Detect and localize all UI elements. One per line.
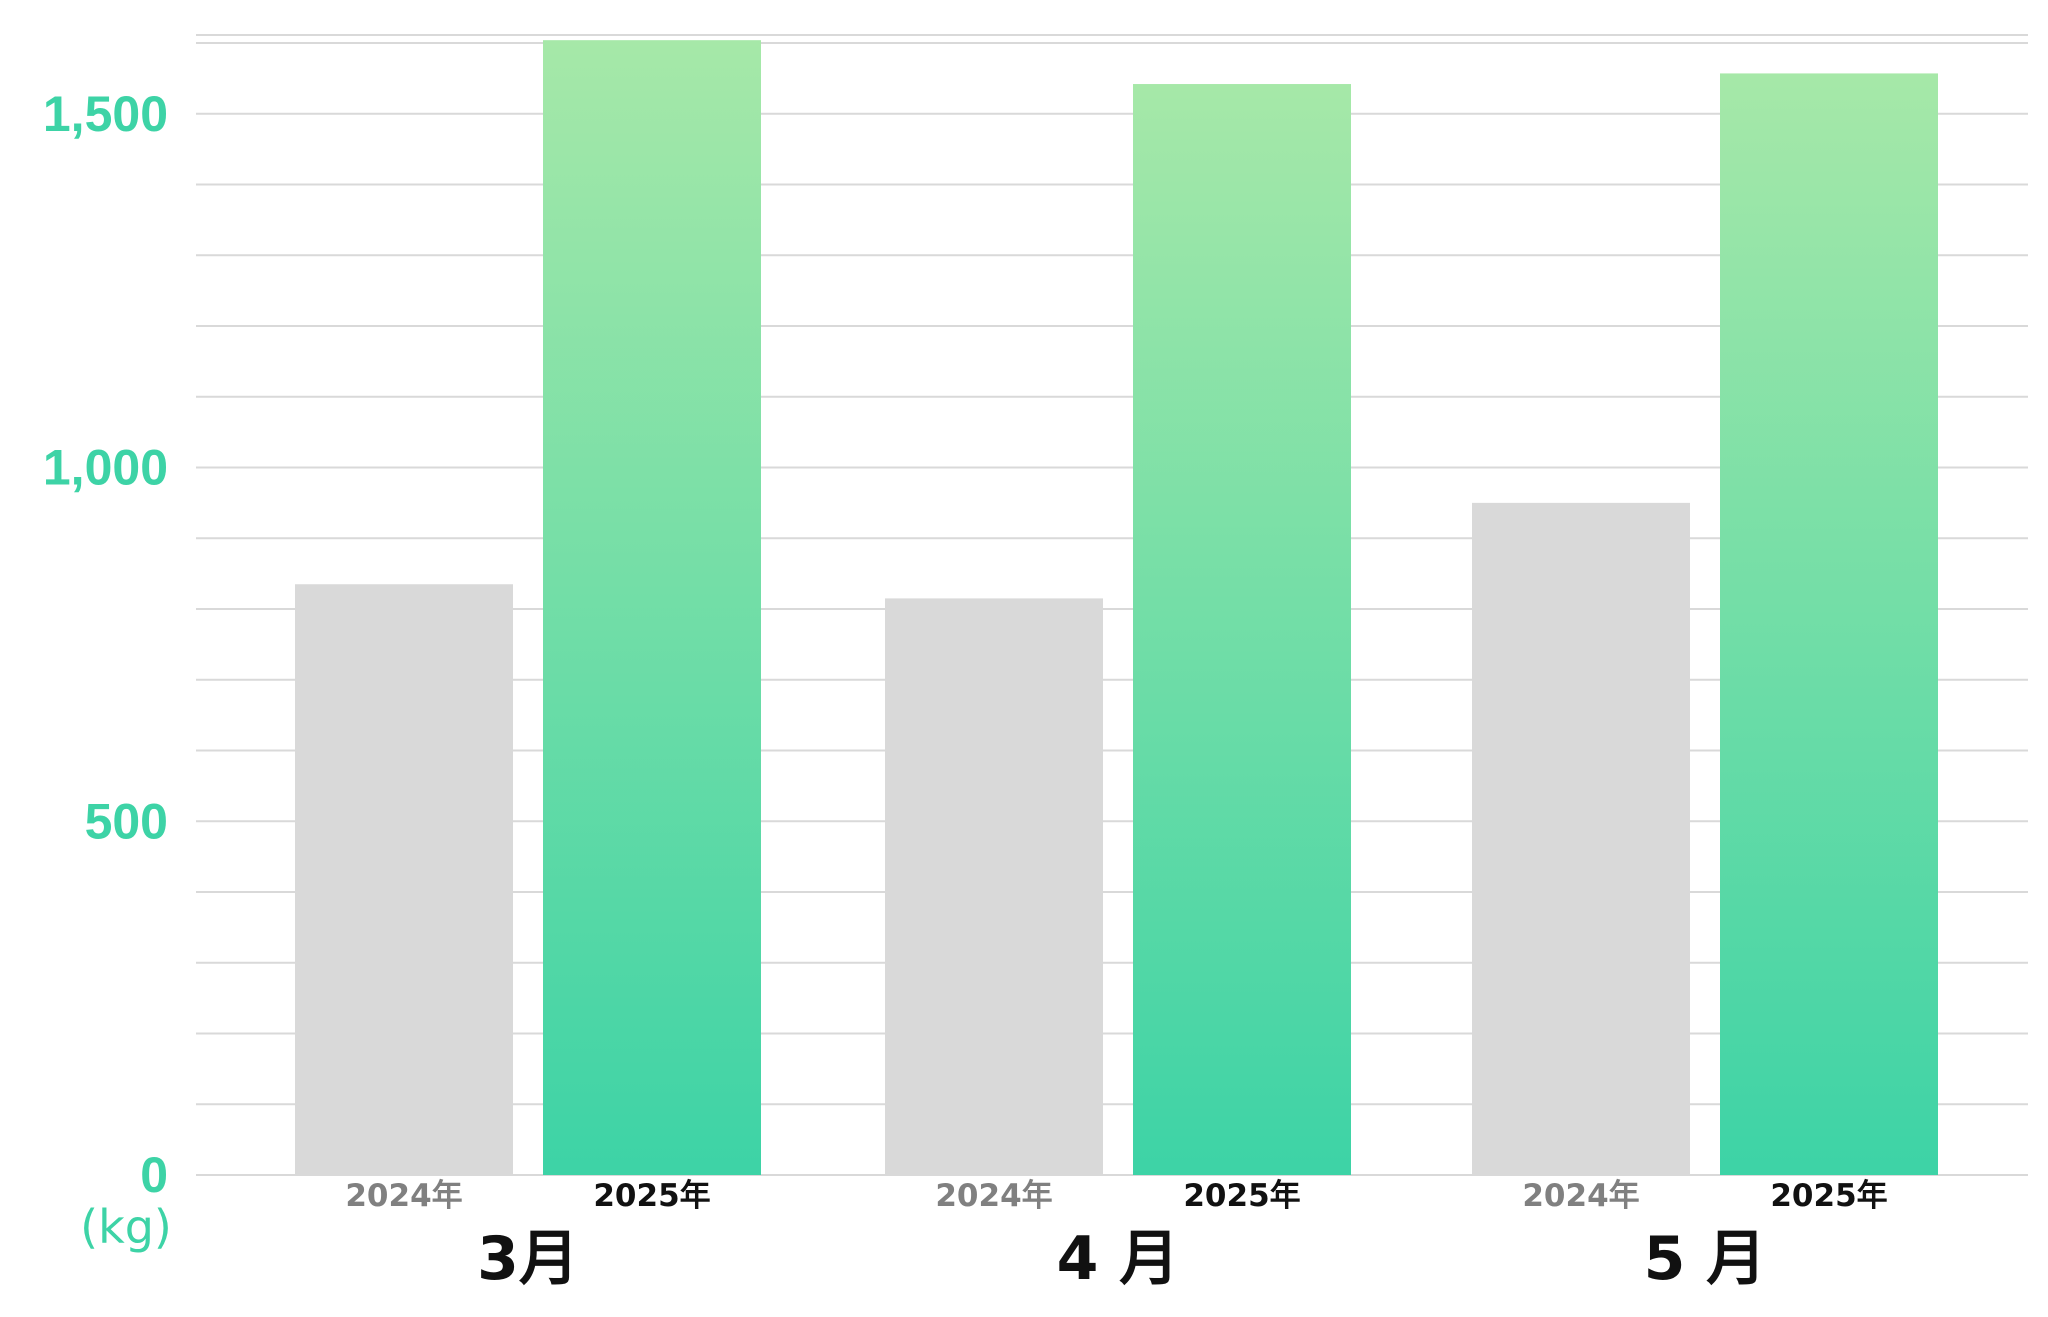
series-label: 2025年 — [1183, 1178, 1300, 1214]
series-label: 2024年 — [345, 1178, 462, 1214]
series-label: 2025年 — [1770, 1178, 1887, 1214]
y-tick-label: 500 — [85, 793, 168, 849]
y-unit-label: (kg) — [80, 1200, 172, 1254]
y-tick-label: 0 — [140, 1147, 168, 1203]
series-label: 2024年 — [1522, 1178, 1639, 1214]
bar-2025年-3月 — [543, 40, 761, 1175]
y-axis-ticks: 0 500 1,000 1,500 (kg) — [43, 86, 172, 1254]
y-tick-label: 1,500 — [43, 86, 168, 142]
series-label: 2025年 — [593, 1178, 710, 1214]
y-tick-label: 1,000 — [43, 440, 168, 496]
bars — [295, 40, 1938, 1176]
category-label: 5 月 — [1644, 1224, 1767, 1294]
bar-2024年-5 月 — [1472, 502, 1690, 1175]
bar-2025年-5 月 — [1720, 73, 1938, 1176]
series-label: 2024年 — [935, 1178, 1052, 1214]
bar-2024年-4 月 — [885, 598, 1103, 1175]
bar-2025年-4 月 — [1133, 84, 1351, 1175]
bar-2024年-3月 — [295, 584, 513, 1175]
category-label: 3月 — [477, 1224, 579, 1294]
category-label: 4 月 — [1057, 1224, 1180, 1294]
